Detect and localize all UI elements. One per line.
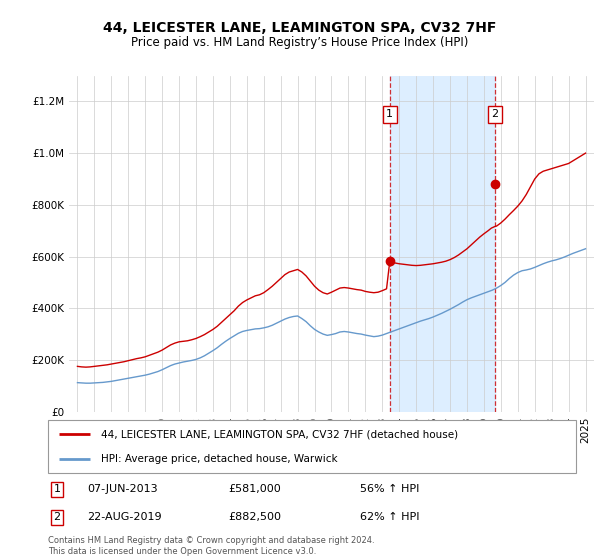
Text: HPI: Average price, detached house, Warwick: HPI: Average price, detached house, Warw… bbox=[101, 454, 337, 464]
Text: 2: 2 bbox=[53, 512, 61, 522]
Text: 1: 1 bbox=[386, 109, 393, 119]
Text: 44, LEICESTER LANE, LEAMINGTON SPA, CV32 7HF (detached house): 44, LEICESTER LANE, LEAMINGTON SPA, CV32… bbox=[101, 430, 458, 440]
Text: Contains HM Land Registry data © Crown copyright and database right 2024.
This d: Contains HM Land Registry data © Crown c… bbox=[48, 536, 374, 556]
Text: £882,500: £882,500 bbox=[228, 512, 281, 522]
FancyBboxPatch shape bbox=[48, 420, 576, 473]
Bar bbox=[390, 76, 495, 412]
Text: £581,000: £581,000 bbox=[228, 484, 281, 494]
Text: 2: 2 bbox=[491, 109, 499, 119]
Text: 44, LEICESTER LANE, LEAMINGTON SPA, CV32 7HF: 44, LEICESTER LANE, LEAMINGTON SPA, CV32… bbox=[103, 21, 497, 35]
Text: 07-JUN-2013: 07-JUN-2013 bbox=[87, 484, 158, 494]
Text: Price paid vs. HM Land Registry’s House Price Index (HPI): Price paid vs. HM Land Registry’s House … bbox=[131, 36, 469, 49]
Text: 22-AUG-2019: 22-AUG-2019 bbox=[87, 512, 161, 522]
Text: 1: 1 bbox=[53, 484, 61, 494]
Text: 56% ↑ HPI: 56% ↑ HPI bbox=[360, 484, 419, 494]
Text: 62% ↑ HPI: 62% ↑ HPI bbox=[360, 512, 419, 522]
